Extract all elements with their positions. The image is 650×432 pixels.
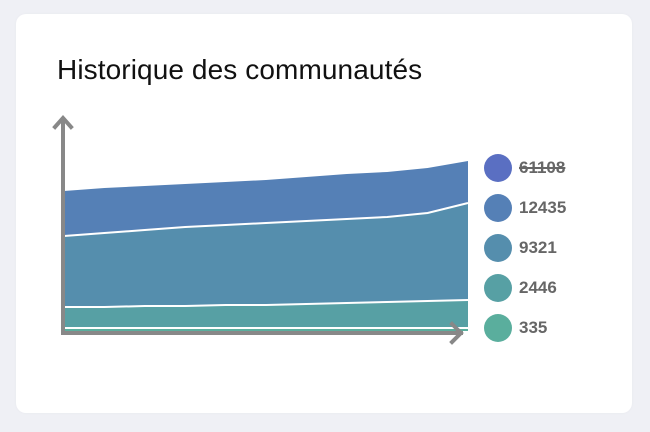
area-layer-9321 xyxy=(64,203,468,331)
legend-label: 9321 xyxy=(519,238,557,257)
chart-areas xyxy=(63,161,469,331)
legend-item-335[interactable]: 335 xyxy=(484,314,547,342)
legend-item-12435[interactable]: 12435 xyxy=(484,194,566,222)
legend-dot-icon xyxy=(484,314,512,342)
legend-item-61108[interactable]: 61108 xyxy=(484,154,565,182)
legend-dot-icon xyxy=(484,154,512,182)
x-axis-arrow-icon xyxy=(449,321,464,345)
x-axis xyxy=(61,321,464,345)
layer-separator xyxy=(63,202,469,237)
legend-label: 61108 xyxy=(519,158,566,177)
legend-label: 2446 xyxy=(519,278,557,297)
chart-title: Historique des communautés xyxy=(57,54,423,85)
layer-separator xyxy=(64,299,469,308)
legend-label: 12435 xyxy=(519,198,567,217)
legend-dot-icon xyxy=(484,274,512,302)
y-axis xyxy=(52,114,74,334)
legend-label: 335 xyxy=(519,318,548,337)
legend-dot-icon xyxy=(484,194,512,222)
community-history-card: Historique des communautés 61108 12435 9… xyxy=(16,14,632,413)
legend-item-9321[interactable]: 9321 xyxy=(484,234,557,262)
stacked-area-chart xyxy=(52,114,469,345)
legend-dot-icon xyxy=(484,234,512,262)
legend-item-2446[interactable]: 2446 xyxy=(484,274,557,302)
area-layer-2446 xyxy=(64,300,468,331)
y-axis-arrow-icon xyxy=(52,114,74,130)
